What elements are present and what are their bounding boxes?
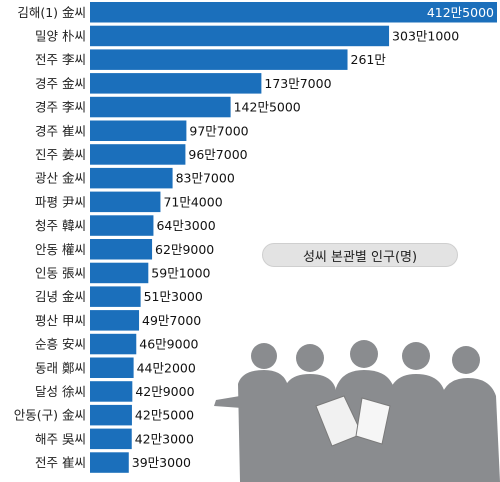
bar xyxy=(90,333,137,355)
category-label: 경주 崔씨 xyxy=(35,123,86,138)
chart-title: 성씨 본관별 인구(명) xyxy=(262,243,458,267)
value-label: 142만5000 xyxy=(234,100,301,115)
bar xyxy=(90,191,161,213)
value-label: 39만3000 xyxy=(132,455,191,470)
value-label: 83만7000 xyxy=(176,171,235,186)
bar xyxy=(90,310,140,331)
category-label: 밀양 朴씨 xyxy=(35,28,86,43)
category-label: 경주 金씨 xyxy=(35,76,86,91)
bar xyxy=(90,262,149,284)
value-label: 51만3000 xyxy=(144,289,203,304)
bar xyxy=(90,404,132,426)
value-label: 44만2000 xyxy=(137,360,196,375)
category-label: 해주 吳씨 xyxy=(35,431,86,446)
value-label: 62만9000 xyxy=(155,242,214,257)
value-label: 303만1000 xyxy=(392,28,459,43)
category-label: 동래 鄭씨 xyxy=(35,360,86,375)
value-label: 71만4000 xyxy=(163,194,222,209)
bar xyxy=(90,2,497,23)
bar xyxy=(90,452,129,473)
value-label: 96만7000 xyxy=(188,147,247,162)
category-label: 김녕 金씨 xyxy=(35,289,86,304)
category-label: 파평 尹씨 xyxy=(35,194,86,209)
category-label: 전주 崔씨 xyxy=(35,455,86,470)
category-label: 평산 甲씨 xyxy=(35,313,86,328)
bar xyxy=(90,167,173,189)
value-label: 42만9000 xyxy=(135,384,194,399)
value-label: 49만7000 xyxy=(142,313,201,328)
category-label: 경주 李씨 xyxy=(35,100,86,115)
value-label: 64만3000 xyxy=(156,218,215,233)
category-label: 진주 姜씨 xyxy=(35,147,86,162)
category-label: 광산 金씨 xyxy=(35,171,86,186)
value-label: 97만7000 xyxy=(189,123,248,138)
category-label: 안동(구) 金씨 xyxy=(14,408,86,423)
bar xyxy=(90,239,153,260)
value-label: 412만5000 xyxy=(427,5,494,20)
bar xyxy=(90,25,390,47)
bar xyxy=(90,73,262,94)
bar xyxy=(90,381,133,402)
category-label: 김해(1) 金씨 xyxy=(17,5,86,20)
value-label: 59만1000 xyxy=(151,265,210,280)
value-label: 261만 xyxy=(351,52,387,67)
category-label: 순흥 安씨 xyxy=(35,337,86,352)
category-label: 청주 韓씨 xyxy=(35,218,86,233)
value-label: 42만3000 xyxy=(135,431,194,446)
bar xyxy=(90,357,134,378)
bar xyxy=(90,286,141,307)
bar xyxy=(90,49,348,70)
bar xyxy=(90,428,132,450)
value-label: 46만9000 xyxy=(139,337,198,352)
category-label: 달성 徐씨 xyxy=(35,384,86,399)
people-silhouette-illustration xyxy=(214,340,500,482)
bar xyxy=(90,144,186,165)
category-label: 인동 張씨 xyxy=(35,265,86,280)
bar xyxy=(90,120,187,141)
value-label: 42만5000 xyxy=(135,408,194,423)
category-label: 안동 權씨 xyxy=(35,242,86,257)
value-label: 173만7000 xyxy=(264,76,331,91)
bar xyxy=(90,96,231,118)
bar xyxy=(90,215,154,236)
category-label: 전주 李씨 xyxy=(35,52,86,67)
